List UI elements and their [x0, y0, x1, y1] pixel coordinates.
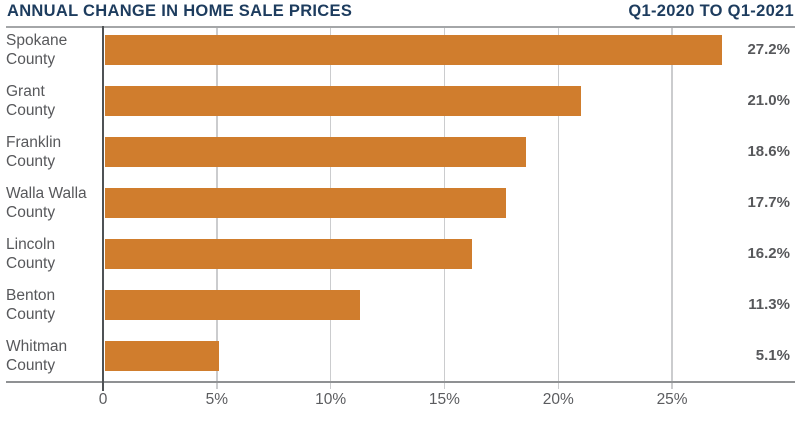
category-label: Benton County — [6, 287, 56, 323]
x-tick-label: 15% — [428, 391, 460, 408]
bar-spokane-county — [105, 35, 723, 65]
x-tick-label: 5% — [205, 391, 229, 408]
value-label: 27.2% — [747, 41, 790, 58]
x-axis-line — [6, 381, 795, 383]
gridline — [671, 26, 673, 389]
category-label: Lincoln County — [6, 236, 56, 272]
bar-grant-county — [105, 86, 582, 116]
value-label: 11.3% — [748, 296, 790, 313]
value-label: 18.6% — [747, 143, 790, 160]
bar-franklin-county — [105, 137, 527, 167]
category-label: Franklin County — [6, 134, 62, 170]
gridline — [557, 26, 559, 389]
bar-benton-county — [105, 290, 361, 320]
bar-walla-walla-county — [105, 188, 506, 218]
value-label: 16.2% — [747, 245, 790, 262]
x-tick-label: 10% — [315, 391, 347, 408]
x-tick-label: 25% — [656, 391, 688, 408]
x-tick-label: 0 — [98, 391, 108, 408]
plot-top-border — [6, 26, 795, 28]
category-label: Spokane County — [6, 32, 68, 68]
chart-title: ANNUAL CHANGE IN HOME SALE PRICES — [7, 2, 353, 20]
bar-lincoln-county — [105, 239, 472, 269]
bar-whitman-county — [105, 341, 220, 371]
x-tick-label: 20% — [542, 391, 574, 408]
category-label: Grant County — [6, 83, 56, 119]
y-axis-line — [102, 26, 104, 391]
chart-period-label: Q1-2020 TO Q1-2021 — [628, 2, 794, 20]
category-label: Walla Walla County — [6, 185, 87, 221]
value-label: 5.1% — [755, 347, 790, 364]
category-label: Whitman County — [6, 338, 68, 374]
value-label: 21.0% — [747, 92, 790, 109]
value-label: 17.7% — [747, 194, 790, 211]
